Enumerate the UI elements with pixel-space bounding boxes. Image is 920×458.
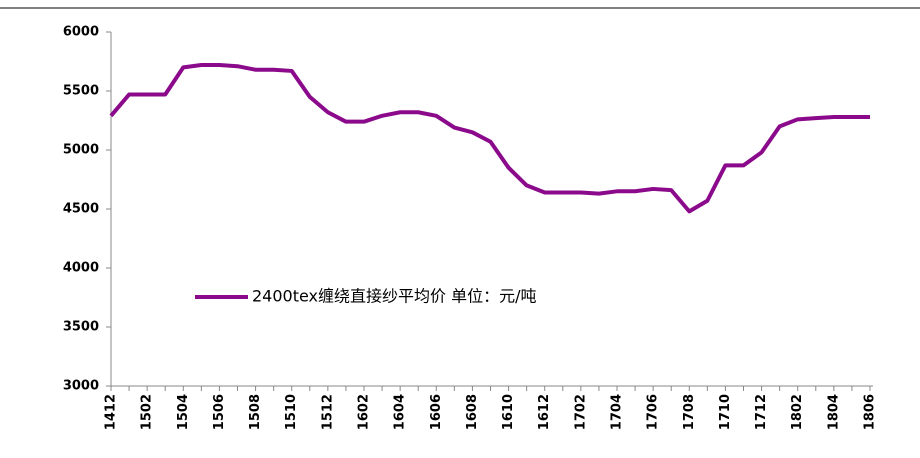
x-tick-label: 1604 [393,394,408,430]
x-tick-label: 1502 [140,394,155,430]
y-tick-label: 3500 [63,320,99,335]
x-tick-label: 1608 [465,394,480,430]
x-tick-label: 1508 [248,394,263,430]
x-tick-label: 1712 [754,394,769,430]
x-tick-label: 1504 [176,394,191,430]
y-tick-label: 5500 [63,84,99,99]
y-tick-label: 4000 [63,261,99,276]
y-tick-label: 6000 [63,25,99,40]
x-tick-label: 1610 [501,394,516,430]
x-tick-label: 1612 [537,394,552,430]
x-tick-label: 1510 [284,394,299,430]
x-tick-label: 1706 [646,394,661,430]
x-tick-label: 1602 [357,394,372,430]
x-tick-label: 1506 [212,394,227,430]
x-tick-label: 1512 [320,394,335,430]
x-tick-label: 1804 [826,394,841,430]
series-line [109,63,870,214]
x-tick-label: 1806 [863,394,878,430]
y-tick-label: 4500 [63,202,99,217]
x-tick-label: 1606 [429,394,444,430]
x-tick-label: 1802 [790,394,805,430]
x-tick-label: 1708 [682,394,697,430]
x-tick-label: 1710 [718,394,733,430]
legend-label: 2400tex缠绕直接纱平均价 单位：元/吨 [252,287,537,306]
x-tick-label: 1412 [104,394,119,430]
x-tick-label: 1702 [573,394,588,430]
y-tick-label: 3000 [63,379,99,394]
y-tick-label: 5000 [63,143,99,158]
x-tick-label: 1704 [610,394,625,430]
